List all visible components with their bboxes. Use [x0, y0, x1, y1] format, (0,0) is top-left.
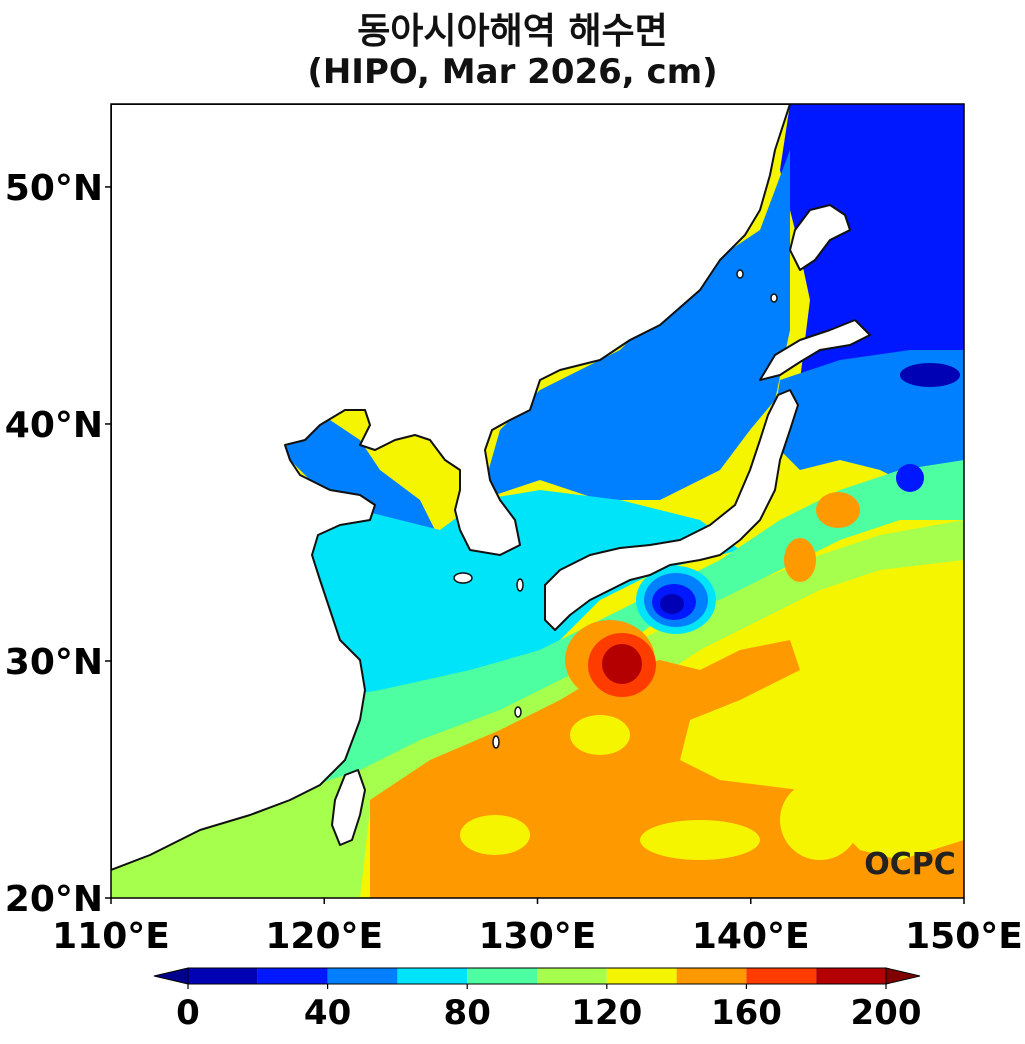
x-tick-label: 130°E — [479, 916, 597, 957]
colorbar-frame — [187, 967, 887, 985]
land-sakhalin — [789, 204, 851, 271]
land-japan — [544, 389, 799, 631]
colorbar: 0 40 80 120 160 200 — [153, 967, 922, 1033]
region-120 — [111, 520, 964, 898]
y-tick-label: 50°N — [5, 168, 103, 209]
x-tick-label: 140°E — [692, 916, 810, 957]
colorbar-bin — [537, 968, 607, 984]
ocpc-watermark: OCPC — [864, 847, 956, 882]
plot-area — [111, 104, 964, 898]
x-tick-label: 150°E — [905, 916, 1023, 957]
y-tick-label: 20°N — [5, 879, 103, 920]
y-axis: 20°N 30°N 40°N 50°N — [5, 168, 111, 920]
colorbar-tick-label: 40 — [304, 993, 351, 1033]
x-tick-label: 110°E — [52, 916, 170, 957]
region-60b — [770, 350, 964, 500]
colorbar-bin — [188, 968, 258, 984]
land-mainland — [111, 104, 791, 871]
land-taiwan — [331, 769, 366, 846]
colorbar-tick-label: 0 — [176, 993, 200, 1033]
region-60a — [480, 150, 790, 500]
colorbar-bin — [746, 968, 817, 984]
region-200 — [602, 644, 642, 684]
colorbar-tick-label: 80 — [444, 993, 491, 1033]
colorbar-bin — [606, 968, 677, 984]
colorbar-tick-label: 160 — [711, 993, 782, 1033]
colorbar-bin — [397, 968, 468, 984]
y-tick-label: 40°N — [5, 405, 103, 446]
land — [111, 104, 871, 871]
colorbar-over-triangle — [885, 967, 921, 985]
chart-title: 동아시아해역 해수면 — [357, 11, 668, 52]
colorbar-bin — [676, 968, 747, 984]
region-80 — [300, 490, 740, 710]
x-axis: 110°E 120°E 130°E 140°E 150°E — [52, 898, 1023, 957]
land-hokkaido — [759, 319, 871, 381]
colorbar-tick-label: 120 — [571, 993, 642, 1033]
colorbar-bin — [327, 968, 398, 984]
colorbar-bin — [816, 968, 886, 984]
colorbar-tick-label: 200 — [851, 993, 922, 1033]
chart-subtitle: (HIPO, Mar 2026, cm) — [307, 52, 718, 92]
colorbar-bin — [257, 968, 328, 984]
region-60c — [280, 420, 440, 540]
colorbar-under-triangle — [153, 967, 189, 985]
x-tick-label: 120°E — [265, 916, 383, 957]
y-tick-label: 30°N — [5, 642, 103, 683]
islands — [453, 269, 778, 749]
colorbar-bin — [467, 968, 537, 984]
